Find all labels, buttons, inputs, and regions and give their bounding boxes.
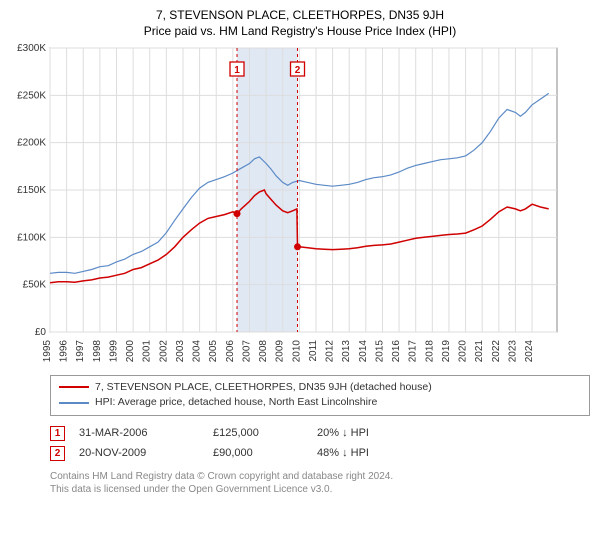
x-tick-label: 2015 (374, 339, 385, 362)
y-tick-label: £200K (17, 137, 46, 148)
x-tick-label: 2018 (424, 339, 435, 362)
legend-swatch (59, 402, 89, 404)
transaction-date: 20-NOV-2009 (79, 444, 199, 464)
y-tick-label: £0 (35, 327, 47, 338)
legend-item: HPI: Average price, detached house, Nort… (59, 395, 581, 411)
x-tick-label: 2014 (358, 339, 369, 362)
transaction-delta: 48% ↓ HPI (317, 444, 437, 464)
x-tick-label: 1999 (108, 339, 119, 362)
x-tick-label: 1995 (42, 339, 53, 362)
x-tick-label: 2006 (225, 339, 236, 362)
transaction-date: 31-MAR-2006 (79, 424, 199, 444)
y-tick-label: £150K (17, 185, 46, 196)
x-tick-label: 1996 (59, 339, 70, 362)
transactions-table: 1 31-MAR-2006 £125,000 20% ↓ HPI 2 20-NOV-200… (50, 424, 590, 464)
x-tick-label: 2012 (325, 339, 336, 362)
data-attribution: Contains HM Land Registry data © Crown c… (50, 470, 590, 496)
x-tick-label: 2023 (507, 339, 518, 362)
y-tick-label: £300K (17, 44, 46, 54)
x-tick-label: 1998 (92, 339, 103, 362)
x-tick-label: 2022 (491, 339, 502, 362)
x-tick-label: 1997 (75, 339, 86, 362)
y-tick-label: £100K (17, 232, 46, 243)
x-tick-label: 2019 (441, 339, 452, 362)
transaction-price: £90,000 (213, 444, 303, 464)
x-tick-label: 2000 (125, 339, 136, 362)
x-tick-label: 2003 (175, 339, 186, 362)
x-tick-label: 2016 (391, 339, 402, 362)
transaction-marker-icon: 1 (50, 426, 65, 441)
transaction-row: 1 31-MAR-2006 £125,000 20% ↓ HPI (50, 424, 590, 444)
x-tick-label: 2013 (341, 339, 352, 362)
x-tick-label: 2004 (192, 339, 203, 362)
x-tick-label: 2021 (474, 339, 485, 362)
x-tick-label: 2017 (408, 339, 419, 362)
chart-area: £0 £50K £100K £150K £200K £250K £300K 1995 1996 1… (10, 44, 590, 369)
chart-title: 7, STEVENSON PLACE, CLEETHORPES, DN35 9J… (10, 8, 590, 24)
legend-label: HPI: Average price, detached house, Nort… (95, 395, 377, 411)
transaction-price: £125,000 (213, 424, 303, 444)
x-tick-label: 2010 (291, 339, 302, 362)
chart-subtitle: Price paid vs. HM Land Registry's House … (10, 24, 590, 38)
transaction-row: 2 20-NOV-2009 £90,000 48% ↓ HPI (50, 444, 590, 464)
y-tick-label: £50K (23, 279, 47, 290)
y-tick-label: £250K (17, 90, 46, 101)
line-chart: £0 £50K £100K £150K £200K £250K £300K 1995 1996 1… (10, 44, 565, 364)
x-tick-label: 2007 (241, 339, 252, 362)
transaction-marker-icon: 2 (50, 446, 65, 461)
transaction-delta: 20% ↓ HPI (317, 424, 437, 444)
figure-root: 7, STEVENSON PLACE, CLEETHORPES, DN35 9J… (0, 0, 600, 560)
legend-swatch (59, 386, 89, 388)
x-tick-label: 2005 (208, 339, 219, 362)
x-tick-label: 2009 (275, 339, 286, 362)
sale-marker-label: 2 (295, 65, 301, 76)
legend: 7, STEVENSON PLACE, CLEETHORPES, DN35 9J… (50, 375, 590, 417)
x-tick-label: 2011 (308, 339, 319, 361)
legend-label: 7, STEVENSON PLACE, CLEETHORPES, DN35 9J… (95, 380, 432, 396)
footer-line-2: This data is licensed under the Open Gov… (50, 483, 590, 496)
x-tick-label: 2002 (158, 339, 169, 362)
sale-marker-label: 1 (234, 65, 240, 76)
x-tick-label: 2020 (458, 339, 469, 362)
footer-line-1: Contains HM Land Registry data © Crown c… (50, 470, 590, 483)
legend-item: 7, STEVENSON PLACE, CLEETHORPES, DN35 9J… (59, 380, 581, 396)
x-tick-label: 2001 (142, 339, 153, 362)
x-tick-label: 2024 (524, 339, 535, 362)
x-tick-label: 2008 (258, 339, 269, 362)
